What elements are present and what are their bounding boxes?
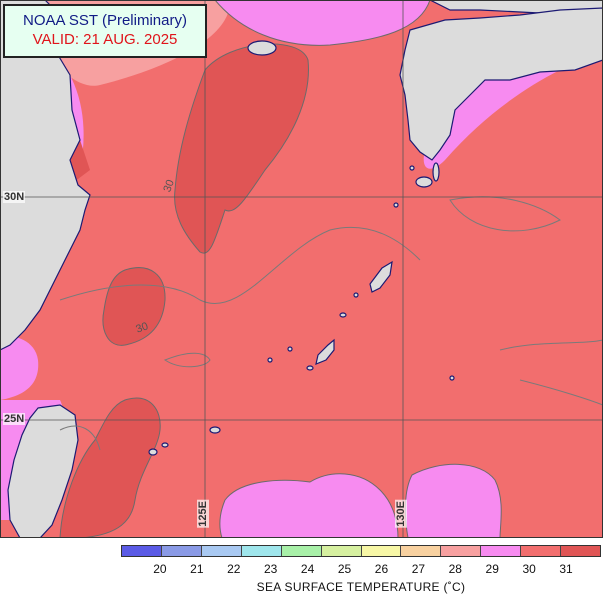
legend-tick-label: 27 bbox=[411, 562, 426, 576]
sea-29c-patch-southwest bbox=[219, 473, 399, 538]
latlon-grid bbox=[0, 0, 603, 538]
sea-31c-patch-north bbox=[174, 43, 309, 254]
sst-map: NOAA SST (Preliminary) VALID: 21 AUG. 20… bbox=[0, 0, 603, 538]
legend-caption: SEA SURFACE TEMPERATURE (˚C) bbox=[256, 580, 466, 594]
legend-tick-label: 20 bbox=[153, 562, 167, 576]
jeju-island bbox=[247, 40, 277, 56]
legend-swatch bbox=[201, 546, 242, 556]
tanegashima-island bbox=[432, 162, 440, 182]
lat-label-25n: 25N bbox=[3, 413, 26, 425]
legend-swatch bbox=[161, 546, 202, 556]
color-legend bbox=[121, 545, 601, 557]
legend-swatch bbox=[321, 546, 362, 556]
kyushu-landmass bbox=[399, 7, 603, 161]
lon-label-125e: 125E bbox=[197, 500, 209, 528]
legend-swatch bbox=[481, 546, 522, 556]
valid-date: VALID: 21 AUG. 2025 bbox=[32, 31, 178, 48]
legend-tick-label: 30 bbox=[522, 562, 536, 576]
legend-swatch bbox=[361, 546, 402, 556]
sea-29c-patch-southeast bbox=[404, 463, 502, 538]
yakushima-island bbox=[415, 176, 433, 188]
map-canvas bbox=[0, 0, 603, 538]
legend-tick-label: 21 bbox=[190, 562, 204, 576]
ryukyu-islands bbox=[148, 165, 455, 456]
legend-tick-label: 23 bbox=[264, 562, 278, 576]
lon-label-130e: 130E bbox=[395, 500, 407, 528]
sea-31c-patch-south bbox=[59, 397, 161, 538]
legend-tick-label: 29 bbox=[485, 562, 499, 576]
legend-tick-label: 26 bbox=[374, 562, 389, 576]
legend-swatch bbox=[521, 546, 562, 556]
legend-swatch bbox=[281, 546, 322, 556]
sea-29c-korea-strait bbox=[214, 0, 431, 46]
legend-ticks: 20 21 22 23 24 25 26 27 28 29 30 31 bbox=[121, 562, 601, 578]
legend-tick-label: 28 bbox=[448, 562, 462, 576]
legend-swatch bbox=[561, 546, 601, 556]
legend-swatch bbox=[441, 546, 482, 556]
legend-swatch bbox=[401, 546, 442, 556]
lat-label-30n: 30N bbox=[3, 191, 26, 203]
legend-tick-label: 24 bbox=[300, 562, 315, 576]
taiwan-island bbox=[7, 404, 79, 538]
legend-tick-label: 25 bbox=[337, 562, 352, 576]
sea-31c-patch-central bbox=[102, 267, 166, 346]
title-box: NOAA SST (Preliminary) VALID: 21 AUG. 20… bbox=[3, 4, 207, 58]
sea-29c-coast-south bbox=[0, 335, 39, 400]
map-title: NOAA SST (Preliminary) bbox=[23, 12, 187, 29]
legend-tick-label: 31 bbox=[559, 562, 573, 576]
legend-swatch bbox=[122, 546, 162, 556]
legend-tick-label: 22 bbox=[227, 562, 241, 576]
legend-swatch bbox=[241, 546, 282, 556]
